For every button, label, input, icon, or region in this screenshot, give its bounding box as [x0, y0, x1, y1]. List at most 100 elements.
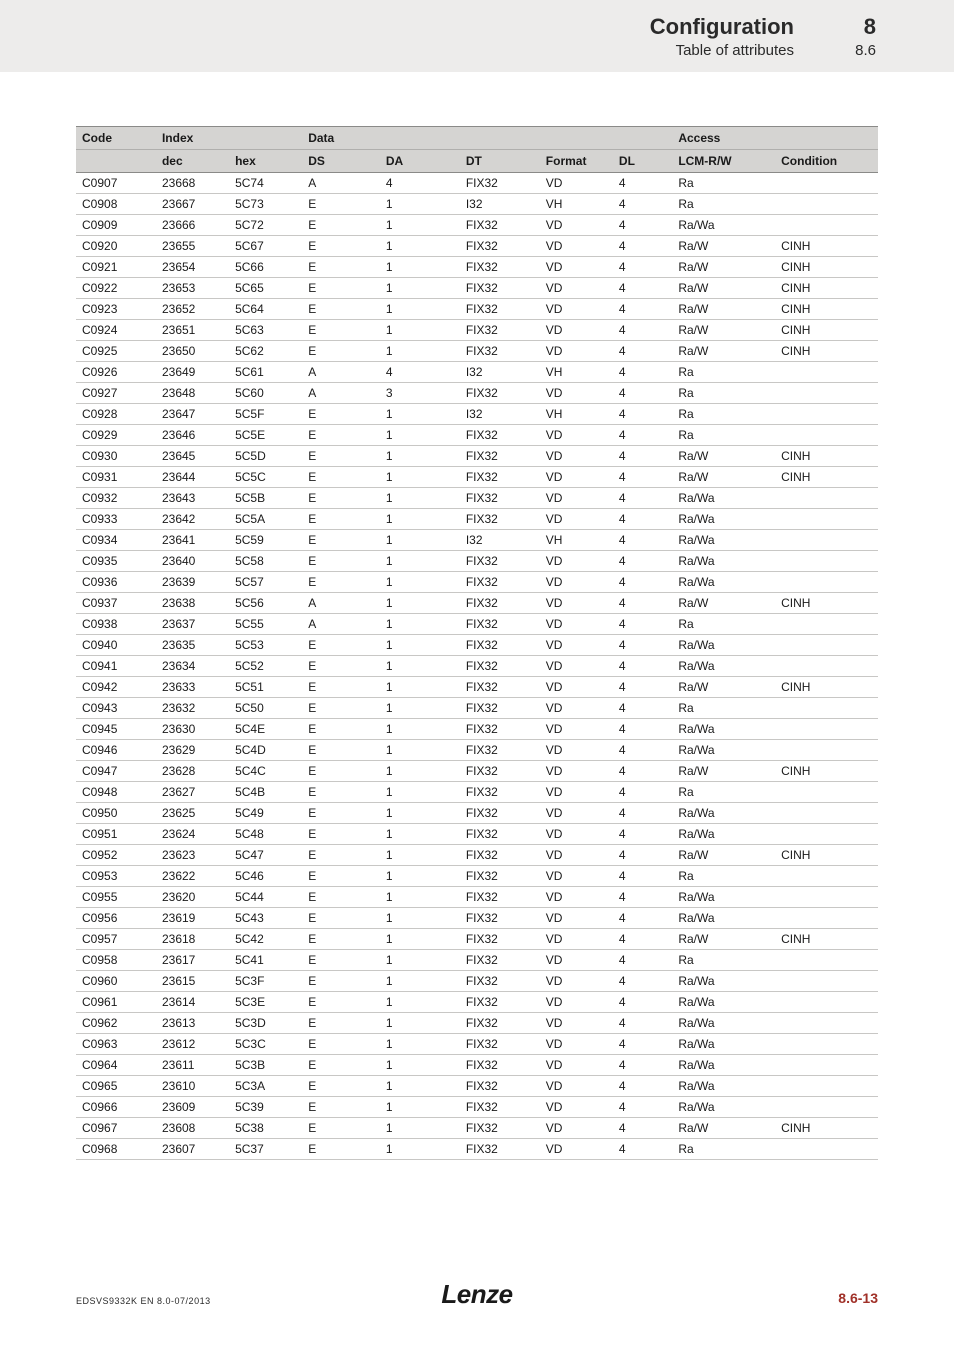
table-cell: 4 — [613, 278, 672, 299]
table-cell: C0923 — [76, 299, 156, 320]
table-cell: 5C39 — [229, 1097, 302, 1118]
table-row: C0956236195C43E1FIX32VD4Ra/Wa — [76, 908, 878, 929]
table-cell: Ra/Wa — [672, 656, 775, 677]
table-cell: C0929 — [76, 425, 156, 446]
table-cell: VD — [540, 1118, 613, 1139]
table-cell: FIX32 — [460, 467, 540, 488]
table-cell: 4 — [613, 509, 672, 530]
table-row: C0950236255C49E1FIX32VD4Ra/Wa — [76, 803, 878, 824]
table-cell: VD — [540, 215, 613, 236]
table-row: C0923236525C64E1FIX32VD4Ra/WCINH — [76, 299, 878, 320]
table-cell: 23666 — [156, 215, 229, 236]
table-row: C0936236395C57E1FIX32VD4Ra/Wa — [76, 572, 878, 593]
table-row: C0934236415C59E1I32VH4Ra/Wa — [76, 530, 878, 551]
table-cell: C0962 — [76, 1013, 156, 1034]
table-cell — [775, 194, 878, 215]
table-cell: VD — [540, 467, 613, 488]
table-cell: 4 — [613, 446, 672, 467]
table-cell: 4 — [613, 824, 672, 845]
table-row: C0931236445C5CE1FIX32VD4Ra/WCINH — [76, 467, 878, 488]
table-cell: CINH — [775, 1118, 878, 1139]
table-cell: FIX32 — [460, 845, 540, 866]
table-row: C0963236125C3CE1FIX32VD4Ra/Wa — [76, 1034, 878, 1055]
table-cell: 23639 — [156, 572, 229, 593]
table-cell: A — [302, 362, 380, 383]
table-cell: Ra/W — [672, 1118, 775, 1139]
table-row: C0921236545C66E1FIX32VD4Ra/WCINH — [76, 257, 878, 278]
table-cell: 4 — [613, 404, 672, 425]
table-cell: C0922 — [76, 278, 156, 299]
table-cell: 5C49 — [229, 803, 302, 824]
table-cell: E — [302, 1118, 380, 1139]
table-column-header-cell: Format — [540, 150, 613, 173]
table-cell: E — [302, 719, 380, 740]
table-cell: FIX32 — [460, 719, 540, 740]
table-cell: FIX32 — [460, 1118, 540, 1139]
table-cell: 5C3D — [229, 1013, 302, 1034]
table-cell: 3 — [380, 383, 460, 404]
table-cell: 4 — [380, 362, 460, 383]
table-cell: 4 — [613, 950, 672, 971]
table-row: C0920236555C67E1FIX32VD4Ra/WCINH — [76, 236, 878, 257]
table-cell: E — [302, 1139, 380, 1160]
table-cell: CINH — [775, 257, 878, 278]
table-cell: Ra/Wa — [672, 551, 775, 572]
table-cell: 4 — [380, 173, 460, 194]
table-cell: C0926 — [76, 362, 156, 383]
table-column-header-cell: dec — [156, 150, 229, 173]
table-group-header-cell: Code — [76, 127, 156, 150]
table-cell: E — [302, 446, 380, 467]
table-row: C0924236515C63E1FIX32VD4Ra/WCINH — [76, 320, 878, 341]
table-cell: C0960 — [76, 971, 156, 992]
table-cell: 5C37 — [229, 1139, 302, 1160]
table-cell: 1 — [380, 950, 460, 971]
table-cell: 4 — [613, 551, 672, 572]
header-title: Configuration — [650, 14, 794, 40]
table-cell: 1 — [380, 656, 460, 677]
attributes-table: CodeIndexDataAccess dechexDSDADTFormatDL… — [76, 126, 878, 1160]
table-cell: 1 — [380, 488, 460, 509]
table-cell: C0941 — [76, 656, 156, 677]
table-cell: 5C5E — [229, 425, 302, 446]
table-cell: VD — [540, 383, 613, 404]
table-group-header-cell: Data — [302, 127, 380, 150]
table-cell: C0908 — [76, 194, 156, 215]
table-cell: 1 — [380, 278, 460, 299]
table-cell: VD — [540, 824, 613, 845]
table-cell: 1 — [380, 467, 460, 488]
table-cell: C0946 — [76, 740, 156, 761]
table-cell: FIX32 — [460, 866, 540, 887]
table-cell: 4 — [613, 593, 672, 614]
table-group-header-cell: Index — [156, 127, 229, 150]
table-cell: A — [302, 173, 380, 194]
table-cell: E — [302, 866, 380, 887]
table-cell: FIX32 — [460, 950, 540, 971]
table-cell: 4 — [613, 887, 672, 908]
table-cell: E — [302, 740, 380, 761]
table-cell: 5C5B — [229, 488, 302, 509]
table-cell: VD — [540, 299, 613, 320]
table-cell: VD — [540, 593, 613, 614]
table-cell: VD — [540, 278, 613, 299]
table-column-header-cell: hex — [229, 150, 302, 173]
table-cell: E — [302, 782, 380, 803]
table-row: C0925236505C62E1FIX32VD4Ra/WCINH — [76, 341, 878, 362]
table-cell: VD — [540, 845, 613, 866]
table-cell: FIX32 — [460, 446, 540, 467]
table-cell: 5C4E — [229, 719, 302, 740]
table-cell: VD — [540, 446, 613, 467]
table-cell: 23635 — [156, 635, 229, 656]
table-cell — [775, 425, 878, 446]
table-cell: VD — [540, 803, 613, 824]
table-cell: FIX32 — [460, 488, 540, 509]
table-cell: VD — [540, 992, 613, 1013]
table-cell: 5C3B — [229, 1055, 302, 1076]
table-cell: Ra/Wa — [672, 971, 775, 992]
table-cell: FIX32 — [460, 782, 540, 803]
table-cell: 5C38 — [229, 1118, 302, 1139]
table-cell: 1 — [380, 740, 460, 761]
table-cell: 4 — [613, 971, 672, 992]
table-cell: Ra/Wa — [672, 740, 775, 761]
table-row: C0962236135C3DE1FIX32VD4Ra/Wa — [76, 1013, 878, 1034]
table-cell: 23649 — [156, 362, 229, 383]
